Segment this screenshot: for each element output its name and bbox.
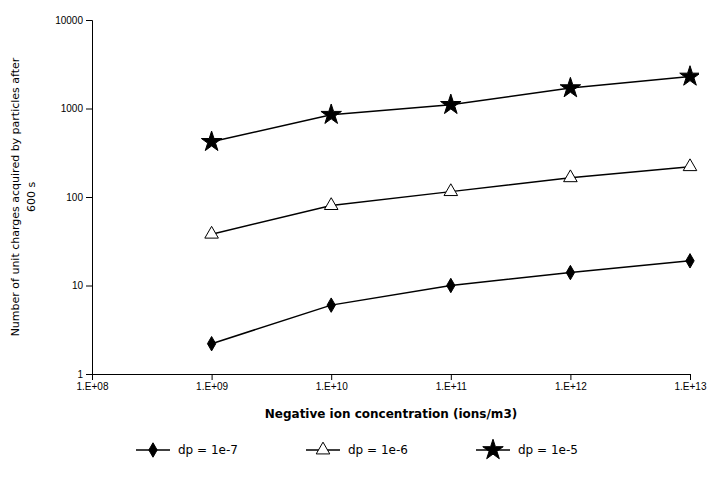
x-tick-mark — [331, 374, 332, 380]
series-marker — [447, 278, 455, 292]
y-axis-title: 600 s — [25, 182, 38, 212]
series-marker — [207, 336, 215, 350]
x-tick: 1.E+11 — [436, 374, 468, 392]
y-tick-mark — [86, 286, 92, 287]
x-tick-mark — [570, 374, 571, 380]
series-marker — [564, 170, 578, 182]
series-marker — [566, 265, 574, 279]
series-line — [212, 76, 690, 141]
series-marker — [324, 198, 338, 210]
legend-swatch-marker — [483, 439, 503, 458]
x-tick-label: 1.E+12 — [555, 381, 587, 392]
series-marker — [560, 77, 580, 96]
y-tick: 10 — [72, 280, 92, 291]
legend-label: dp = 1e-7 — [178, 443, 238, 457]
y-tick-label: 1 — [77, 369, 83, 380]
x-tick: 1.E+10 — [316, 374, 348, 392]
x-axis-title: Negative ion concentration (ions/m3) — [265, 407, 517, 421]
y-tick-label: 1000 — [61, 103, 84, 114]
series-marker — [321, 104, 341, 123]
y-axis: 1 10 100 1000 10000 — [55, 15, 92, 380]
legend-item: dp = 1e-5 — [476, 439, 578, 458]
x-tick-mark — [212, 374, 213, 380]
series-marker — [201, 131, 221, 150]
x-tick: 1.E+09 — [196, 374, 228, 392]
y-axis-line — [86, 21, 93, 375]
y-tick: 10000 — [55, 15, 92, 26]
legend-label: dp = 1e-6 — [348, 443, 408, 457]
x-tick-label: 1.E+11 — [436, 381, 468, 392]
x-tick-label: 1.E+08 — [77, 381, 109, 392]
chart: 1.E+081.E+091.E+101.E+111.E+121.E+131101… — [0, 0, 720, 484]
series-line — [212, 261, 690, 344]
series-marker — [680, 66, 699, 85]
series-marker — [686, 254, 694, 268]
series-group — [201, 66, 699, 351]
series-marker — [444, 184, 458, 196]
y-tick-mark — [86, 109, 92, 110]
y-tick-mark — [86, 374, 92, 375]
x-tick: 1.E+13 — [675, 374, 707, 392]
x-tick-label: 1.E+13 — [675, 381, 707, 392]
series-line — [212, 167, 690, 234]
y-tick-mark — [86, 197, 92, 198]
y-axis-title: Number of unit charges acquired by parti… — [9, 57, 22, 336]
y-tick-mark — [86, 20, 92, 21]
y-tick: 1 — [77, 369, 92, 380]
plot-area: 1.E+081.E+091.E+101.E+111.E+121.E+131101… — [55, 15, 707, 459]
y-tick-label: 100 — [66, 192, 83, 203]
legend: dp = 1e-7 dp = 1e-6 dp = 1e-5 — [136, 439, 578, 458]
series-marker — [205, 226, 219, 238]
y-tick: 1000 — [61, 103, 92, 114]
series-marker — [441, 94, 461, 113]
legend-item: dp = 1e-7 — [136, 443, 238, 458]
legend-swatch-marker — [316, 442, 330, 454]
legend-swatch-marker — [149, 443, 157, 457]
x-tick-mark — [690, 374, 691, 380]
y-tick-label: 10 — [72, 280, 84, 291]
legend-label: dp = 1e-5 — [518, 443, 578, 457]
y-tick: 100 — [66, 192, 92, 203]
y-tick-label: 10000 — [55, 15, 83, 26]
x-axis-line — [93, 375, 691, 381]
x-tick-label: 1.E+09 — [196, 381, 228, 392]
series-marker — [327, 298, 335, 312]
x-axis: 1.E+08 1.E+09 1.E+10 1.E+11 1.E+12 1.E+13 — [77, 374, 707, 392]
x-tick: 1.E+12 — [555, 374, 587, 392]
legend-item: dp = 1e-6 — [306, 442, 408, 456]
series-marker — [683, 159, 697, 171]
x-tick-mark — [451, 374, 452, 380]
x-tick-label: 1.E+10 — [316, 381, 348, 392]
